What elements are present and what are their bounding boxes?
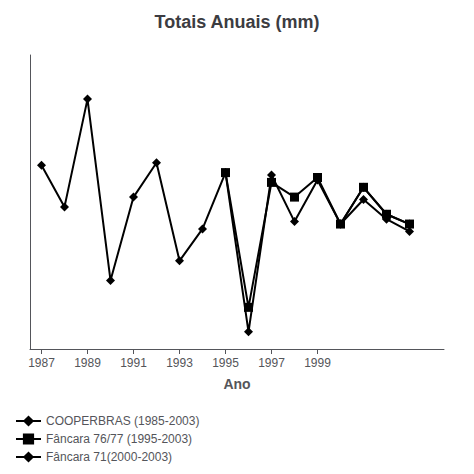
svg-text:Ano: Ano [223,376,250,392]
svg-text:Fâncara 76/77 (1995-2003): Fâncara 76/77 (1995-2003) [46,432,192,446]
svg-text:1989: 1989 [74,356,101,370]
svg-text:1987: 1987 [28,356,55,370]
svg-text:1991: 1991 [120,356,147,370]
svg-text:COOPERBRAS (1985-2003): COOPERBRAS (1985-2003) [46,414,199,428]
svg-text:1995: 1995 [212,356,239,370]
svg-text:Totais Anuais (mm): Totais Anuais (mm) [154,12,319,32]
svg-text:1999: 1999 [304,356,331,370]
svg-text:1997: 1997 [258,356,285,370]
svg-text:Fâncara 71(2000-2003): Fâncara 71(2000-2003) [46,450,172,464]
svg-text:1993: 1993 [166,356,193,370]
